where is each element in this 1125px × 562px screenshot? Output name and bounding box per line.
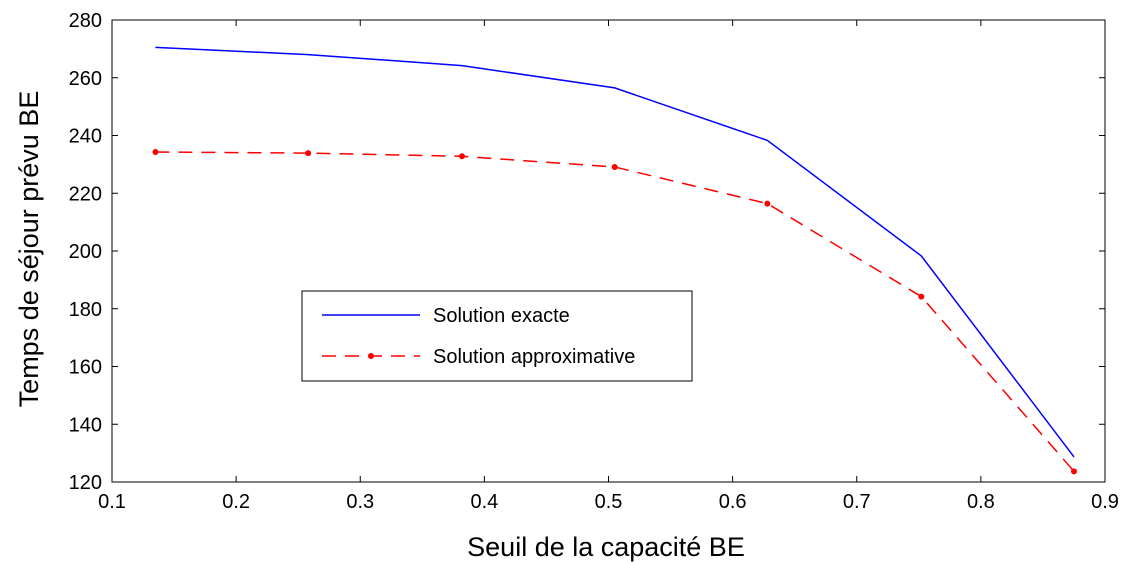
x-axis-title: Seuil de la capacité BE [467, 532, 745, 562]
series-line-solution-exacte [155, 46, 1075, 458]
x-tick-label: 0.5 [595, 491, 623, 513]
legend: Solution exacte Solution approximative [301, 290, 693, 382]
axis-ticks: 0.1 0.2 0.3 0.4 0.5 0.6 0.7 0.8 0.9 120 140 160 180 2… [69, 10, 1119, 513]
legend-marker-approximative [368, 353, 374, 359]
x-tick-label: 0.1 [98, 491, 126, 513]
y-tick-label: 120 [69, 472, 102, 494]
x-tick-label: 0.4 [470, 491, 498, 513]
y-tick-label: 280 [69, 10, 102, 32]
data-point-solution-approximative [152, 148, 159, 155]
x-tick-label: 0.9 [1091, 491, 1119, 513]
y-axis-title: Temps de séjour prévu BE [14, 91, 44, 408]
data-point-solution-approximative [611, 163, 618, 170]
x-tick-label: 0.6 [719, 491, 747, 513]
y-tick-label: 200 [69, 241, 102, 263]
y-tick-label: 140 [69, 414, 102, 436]
x-tick-label: 0.8 [967, 491, 995, 513]
y-tick-label: 160 [69, 357, 102, 379]
data-point-solution-approximative [459, 153, 466, 160]
y-tick-label: 260 [69, 68, 102, 90]
data-point-solution-approximative [1070, 468, 1077, 475]
y-tick-label: 180 [69, 299, 102, 321]
x-tick-label: 0.2 [222, 491, 250, 513]
x-tick-label: 0.3 [346, 491, 374, 513]
y-tick-label: 240 [69, 126, 102, 148]
legend-box [301, 290, 693, 382]
x-tick-label: 0.7 [843, 491, 871, 513]
y-tick-label: 220 [69, 183, 102, 205]
legend-label-exacte: Solution exacte [433, 305, 570, 327]
series-group [152, 46, 1077, 475]
data-point-solution-approximative [764, 200, 771, 207]
data-point-solution-approximative [918, 293, 925, 300]
legend-label-approximative: Solution approximative [433, 346, 635, 368]
data-point-solution-approximative [305, 150, 312, 157]
